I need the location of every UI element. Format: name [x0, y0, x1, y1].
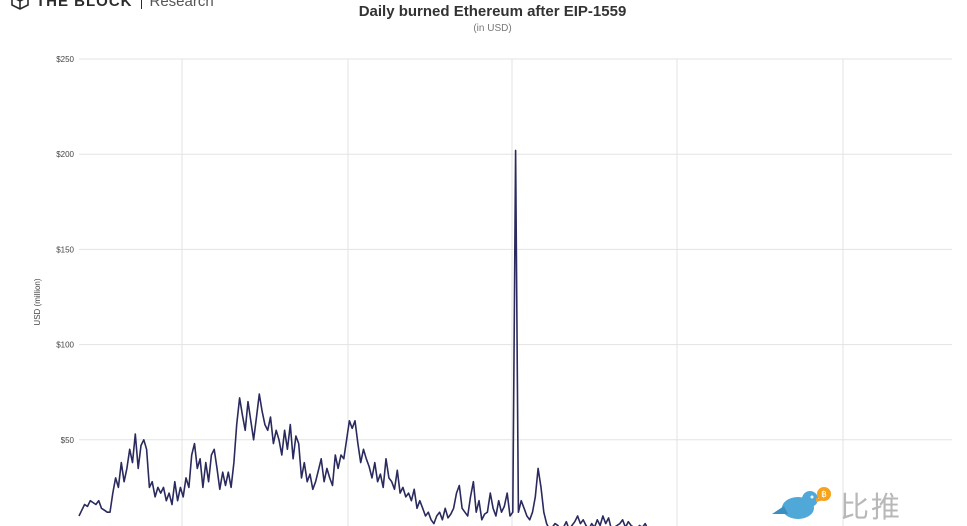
y-tick-labels: $50 $100 $150 $200 $250 [56, 55, 74, 445]
x-gridlines [181, 59, 844, 526]
y-tick-label: $150 [56, 245, 74, 254]
y-tick-label: $50 [61, 436, 75, 445]
brand-section: Research [149, 0, 214, 10]
y-tick-label: $100 [56, 341, 74, 350]
chart-title: Daily burned Ethereum after EIP-1559 [358, 3, 627, 20]
cube-logo-icon [11, 0, 29, 10]
y-axis-label: USD (million) [33, 278, 42, 325]
brand-name: THE BLOCK [36, 0, 133, 10]
svg-text:฿: ฿ [821, 490, 827, 500]
brand-divider [140, 0, 142, 9]
bird-bitcoin-icon: ฿ [772, 487, 831, 519]
watermark: ฿ [772, 487, 831, 519]
brand-header: THE BLOCK Research [10, 0, 214, 11]
watermark-text: 比推 [840, 490, 903, 524]
y-tick-label: $200 [56, 150, 74, 159]
series-line [78, 149, 648, 526]
y-tick-label: $250 [56, 55, 74, 64]
chart-subtitle: (in USD) [473, 23, 512, 34]
